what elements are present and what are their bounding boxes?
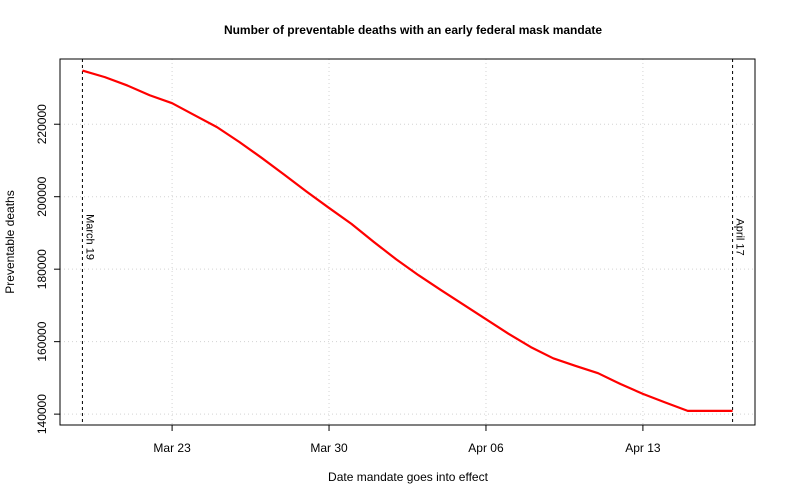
reference-line-label: March 19 <box>83 214 95 260</box>
reference-lines: March 19 April 17 <box>81 59 746 425</box>
y-tick-label: 200000 <box>35 176 49 216</box>
y-tick-label: 180000 <box>35 249 49 289</box>
x-axis: Mar 23 Mar 30 Apr 06 Apr 13 <box>153 425 661 455</box>
x-tick-label: Apr 13 <box>625 441 661 455</box>
x-tick-label: Mar 23 <box>153 441 191 455</box>
y-tick-label: 220000 <box>35 104 49 144</box>
y-axis: 140000 160000 180000 200000 220000 <box>35 104 60 434</box>
x-axis-label: Date mandate goes into effect <box>328 470 489 484</box>
grid <box>60 59 755 425</box>
chart-title: Number of preventable deaths with an ear… <box>224 23 602 37</box>
y-tick-label: 160000 <box>35 321 49 361</box>
x-tick-label: Apr 06 <box>468 441 504 455</box>
x-tick-label: Mar 30 <box>310 441 348 455</box>
plot-frame <box>59 58 756 426</box>
series-line <box>82 69 733 412</box>
y-axis-label: Preventable deaths <box>3 190 17 293</box>
y-tick-label: 140000 <box>35 394 49 434</box>
reference-line-label: April 17 <box>734 218 746 255</box>
